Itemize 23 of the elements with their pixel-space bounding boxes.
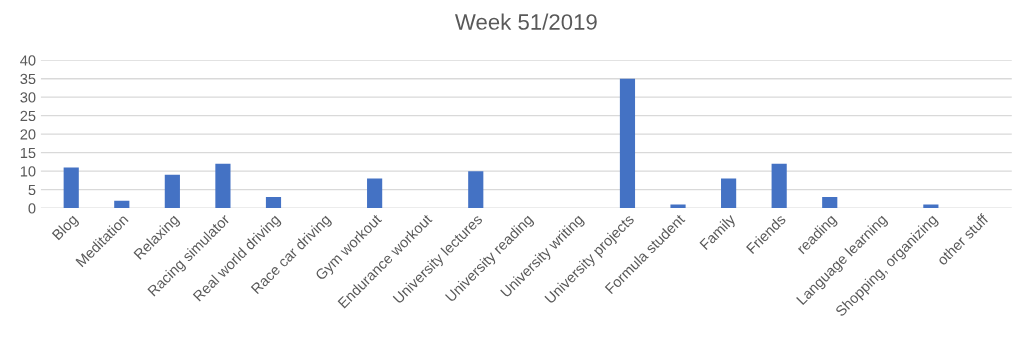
y-tick-label: 0 bbox=[28, 203, 36, 214]
y-tick-label: 25 bbox=[20, 110, 36, 122]
bar bbox=[63, 167, 79, 209]
bar bbox=[923, 204, 939, 209]
y-tick-label: 20 bbox=[20, 129, 36, 140]
bar bbox=[771, 163, 787, 209]
y-tick-label: 35 bbox=[20, 73, 36, 85]
y-tick-label: 5 bbox=[28, 184, 36, 196]
y-tick-label: 40 bbox=[20, 55, 36, 66]
bar bbox=[265, 197, 282, 209]
y-tick-label: 15 bbox=[20, 147, 36, 159]
bar bbox=[721, 178, 737, 209]
chart-title: Week 51/2019 bbox=[454, 13, 597, 30]
bar bbox=[822, 197, 838, 209]
bar bbox=[367, 178, 383, 209]
bar bbox=[215, 163, 231, 209]
bar bbox=[114, 200, 130, 209]
bar bbox=[670, 204, 686, 209]
y-tick-label: 10 bbox=[20, 166, 36, 177]
bar bbox=[164, 174, 180, 209]
bar bbox=[468, 171, 484, 209]
bar bbox=[619, 78, 636, 209]
y-tick-label: 30 bbox=[20, 92, 36, 103]
